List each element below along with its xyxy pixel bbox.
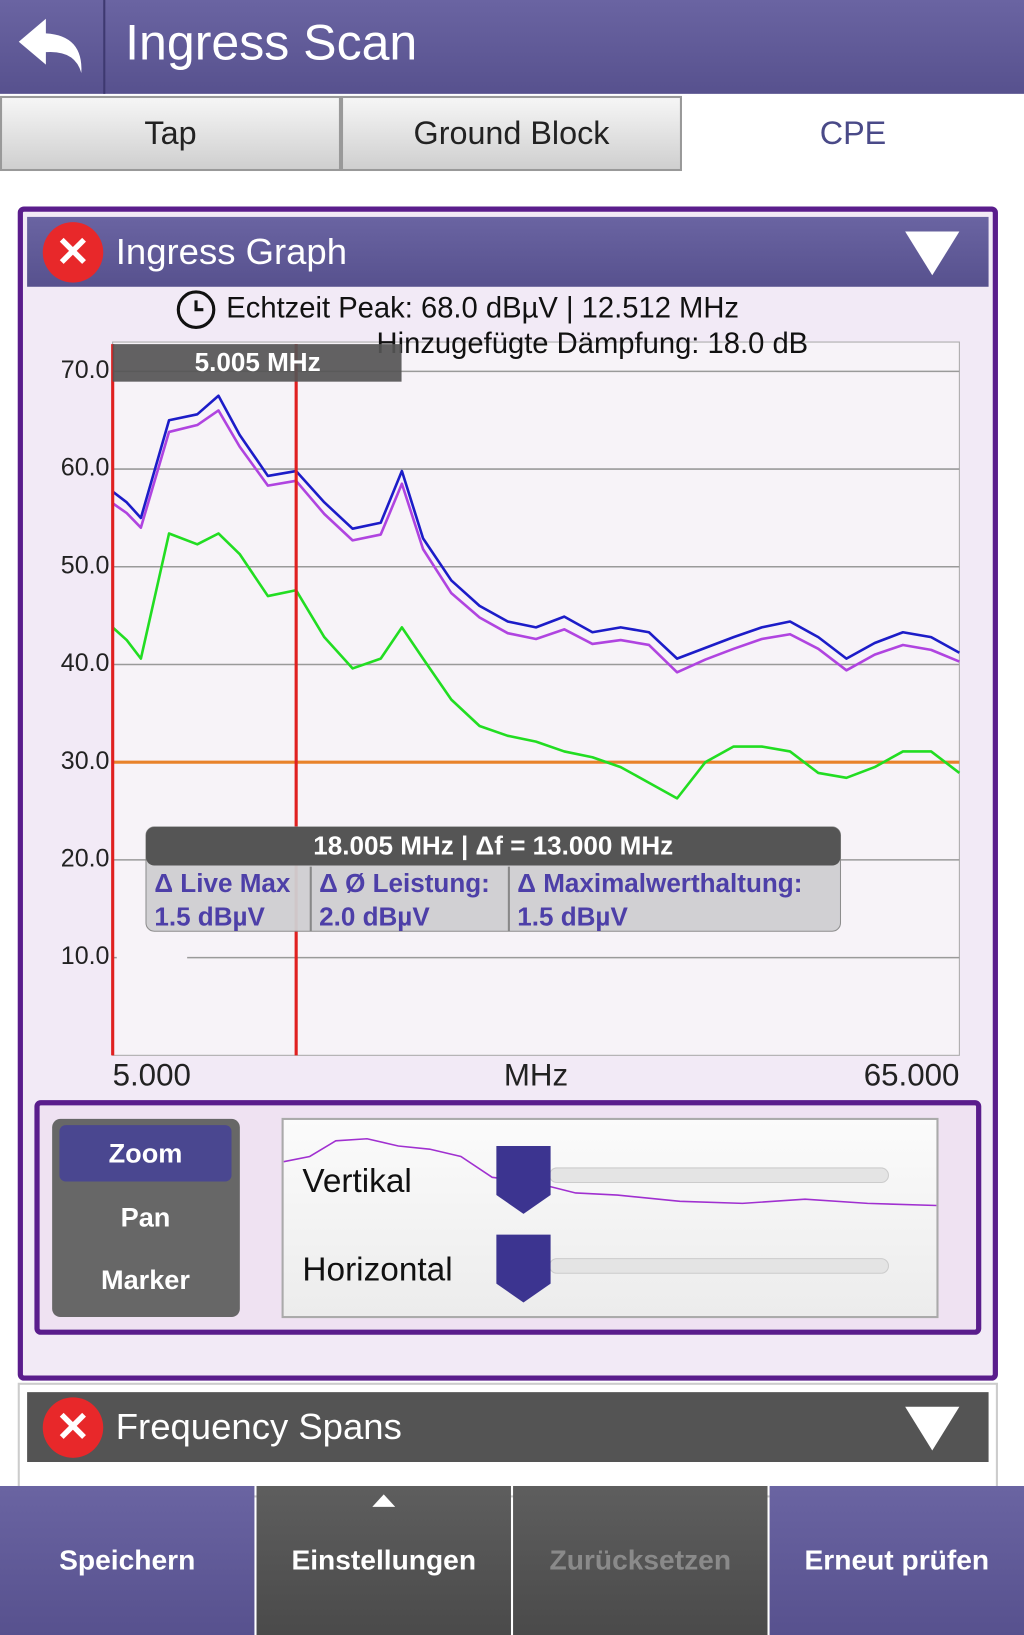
peak-text: Echtzeit Peak: 68.0 dBµV | 12.512 MHz: [226, 292, 739, 324]
separator: [103, 0, 106, 94]
y-tick-label: 70.0: [61, 356, 110, 384]
x-axis-label: MHz: [504, 1057, 568, 1092]
plot-area: [112, 341, 960, 1056]
panel-header[interactable]: ✕ Frequency Spans: [27, 1392, 989, 1463]
y-tick-label: 40.0: [61, 649, 110, 677]
mode-button[interactable]: Marker: [101, 1263, 190, 1295]
clock-icon: [176, 290, 216, 330]
y-tick-label: 20.0: [61, 845, 110, 873]
footer-button[interactable]: Erneut prüfen: [769, 1485, 1024, 1635]
y-tick-label: 60.0: [61, 454, 110, 482]
slider-thumb[interactable]: [496, 1234, 551, 1303]
mode-group: Zoom Pan Marker: [52, 1118, 240, 1318]
preview-trace: [283, 1137, 937, 1303]
tab-active[interactable]: CPE: [819, 114, 887, 152]
delta-value: 1.5 dBµV: [517, 902, 628, 932]
delta-label: Δ Ø Leistung:: [319, 868, 490, 898]
panel-title: Ingress Graph: [115, 231, 348, 273]
slider-label: Horizontal: [302, 1250, 453, 1288]
footer-button[interactable]: Speichern: [0, 1485, 255, 1635]
panel-title: Frequency Spans: [115, 1406, 402, 1448]
controls-box: Zoom Pan Marker Vertikal Horizontal: [34, 1100, 982, 1335]
delta-header: 18.005 MHz | Δf = 13.000 MHz: [313, 831, 673, 861]
y-tick-label: 30.0: [61, 747, 110, 775]
series-line: [111, 532, 961, 800]
delta-label: Δ Live Max: [154, 868, 291, 898]
y-tick-label: 10.0: [61, 942, 110, 970]
panel-header[interactable]: ✕ Ingress Graph: [27, 216, 989, 287]
series-line: [111, 409, 960, 674]
chart: Echtzeit Peak: 68.0 dBµV | 12.512 MHz Hi…: [61, 290, 961, 1092]
footer-button[interactable]: Einstellungen: [256, 1485, 511, 1635]
close-icon[interactable]: ✕: [42, 1397, 104, 1458]
app-title: Ingress Scan: [125, 15, 418, 71]
slider-thumb[interactable]: [496, 1146, 551, 1214]
back-button[interactable]: [15, 13, 90, 78]
slider-label: Vertikal: [302, 1161, 412, 1200]
delta-value: 2.0 dBµV: [319, 902, 430, 932]
marker-label: 5.005 MHz: [195, 347, 321, 377]
delta-box: 18.005 MHz | Δf = 13.000 MHz Δ Live Max 1.…: [145, 826, 842, 932]
mode-button-active[interactable]: Zoom: [59, 1125, 232, 1182]
tab[interactable]: Tap: [0, 95, 341, 172]
series-line: [111, 394, 961, 660]
footer-button-disabled: Zurücksetzen: [513, 1485, 768, 1635]
mode-button[interactable]: Pan: [120, 1200, 171, 1233]
menu-indicator: [372, 1494, 396, 1507]
y-tick-label: 50.0: [61, 551, 110, 579]
tab[interactable]: Ground Block: [340, 95, 682, 172]
delta-label: Δ Maximalwerthaltung:: [517, 868, 802, 898]
x-tick-label: 5.000: [113, 1057, 191, 1092]
marker-label-box: [112, 344, 402, 382]
app-bar: Ingress Scan: [0, 0, 1024, 94]
slider-area: Vertikal Horizontal: [281, 1117, 939, 1319]
x-tick-label: 65.000: [864, 1057, 960, 1092]
delta-box-header: [145, 826, 841, 866]
unit-background: [116, 942, 188, 971]
delta-value: 1.5 dBµV: [154, 902, 265, 932]
close-icon[interactable]: ✕: [42, 222, 104, 283]
collapse-icon[interactable]: [903, 229, 961, 277]
attenuation-text: Hinzugefügte Dämpfung: 18.0 dB: [377, 328, 809, 360]
collapse-icon[interactable]: [903, 1405, 961, 1453]
